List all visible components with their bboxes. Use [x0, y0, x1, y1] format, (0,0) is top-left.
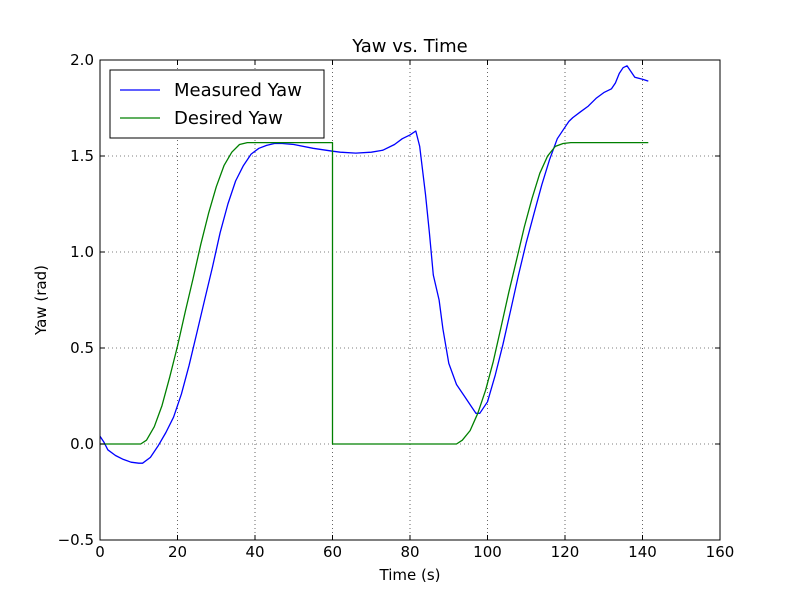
x-axis-label: Time (s) [379, 566, 441, 584]
x-tick-label: 0 [95, 543, 105, 561]
series-line-desired-yaw [100, 141, 649, 445]
legend-label: Desired Yaw [174, 108, 283, 129]
x-tick-label: 20 [168, 543, 187, 561]
y-tick-label: 2.0 [70, 51, 94, 69]
axis-ticks: 0 20 40 60 80 100 120 140 160 −0.5 0.0 0.5 1.0 1.5 2.0 [58, 51, 735, 561]
x-tick-label: 120 [551, 543, 580, 561]
x-tick-label: 160 [706, 543, 735, 561]
x-tick-label: 60 [323, 543, 342, 561]
chart-title: Yaw vs. Time [351, 36, 468, 57]
y-tick-label: 0.0 [70, 435, 94, 453]
y-tick-label: 1.5 [70, 147, 94, 165]
y-tick-label: 1.0 [70, 243, 94, 261]
legend: Measured Yaw Desired Yaw [109, 69, 325, 139]
y-tick-label: −0.5 [58, 531, 94, 549]
x-tick-label: 40 [245, 543, 264, 561]
y-tick-label: 0.5 [70, 339, 94, 357]
x-tick-label: 100 [473, 543, 502, 561]
legend-label: Measured Yaw [174, 80, 302, 101]
x-tick-label: 140 [628, 543, 657, 561]
y-axis-label: Yaw (rad) [32, 265, 50, 336]
x-tick-label: 80 [400, 543, 419, 561]
series-line-measured-yaw [99, 65, 649, 464]
series-layer [99, 65, 649, 464]
legend-box [109, 69, 325, 139]
